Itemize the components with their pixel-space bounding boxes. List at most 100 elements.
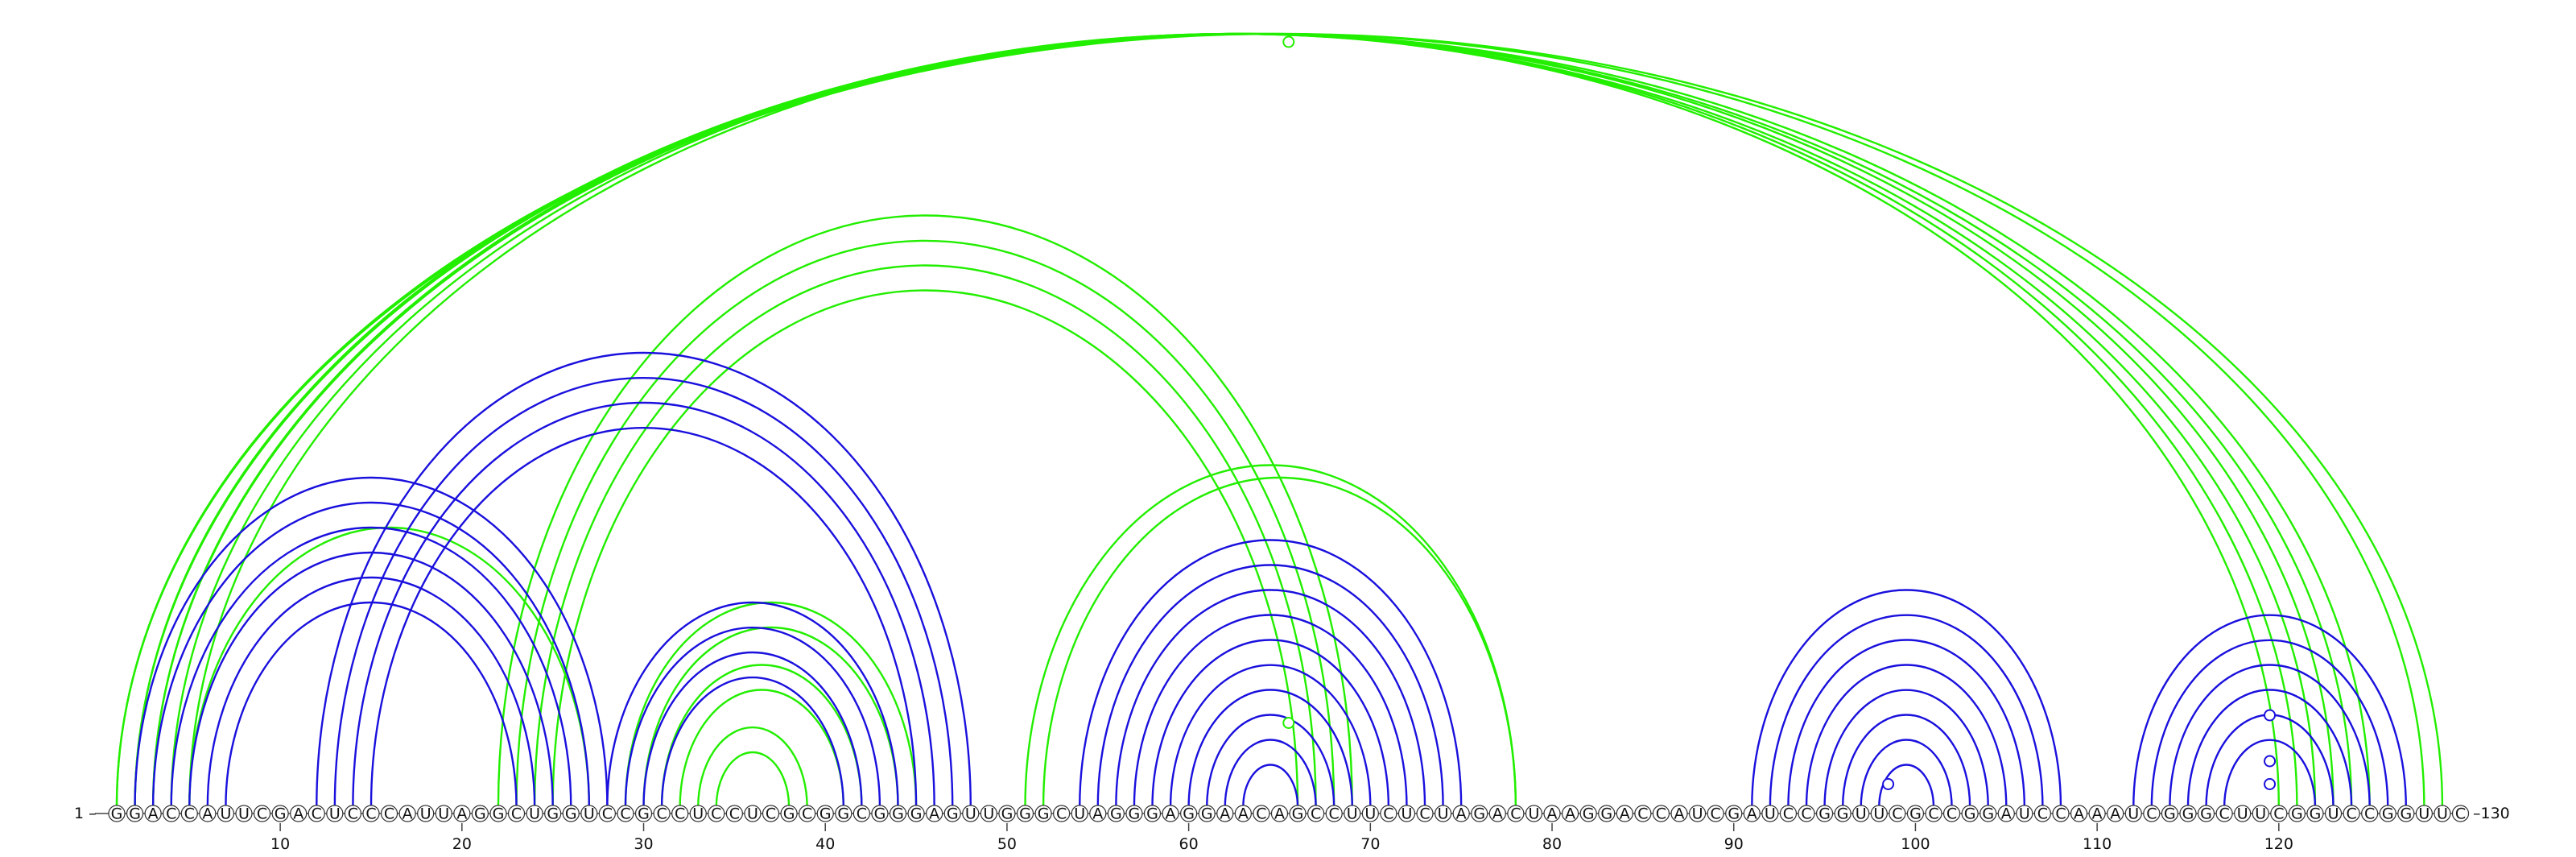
nucleotide-circle <box>380 805 398 822</box>
arc-green-32-41 <box>679 689 844 808</box>
nucleotide: U <box>1397 805 1416 823</box>
nucleotide-letter: C <box>348 805 358 823</box>
nucleotide-letter: G <box>1600 805 1612 823</box>
nucleotide-letter: U <box>983 805 994 823</box>
nucleotide: G <box>544 805 562 823</box>
nucleotide: C <box>1380 805 1397 823</box>
nucleotide: C <box>762 805 780 823</box>
nucleotide-letter: G <box>892 805 904 823</box>
arc-green-1-128 <box>115 32 2425 808</box>
nucleotide-letter: G <box>474 805 486 823</box>
nucleotide: C <box>2361 805 2379 823</box>
nucleotide-circle <box>1397 805 1416 822</box>
arcs-layer <box>115 32 2444 808</box>
arc-blue-91-108 <box>1751 589 2062 808</box>
nucleotide: C <box>725 805 743 823</box>
nucleotide-circle <box>1870 805 1888 822</box>
nucleotide-letter: A <box>402 805 413 823</box>
nucleotide: G <box>489 805 507 823</box>
nucleotide: G <box>2379 805 2396 823</box>
nucleotide-letter: U <box>1364 805 1376 823</box>
nucleotide-circle <box>1053 805 1071 822</box>
arc-blue-3-27 <box>151 501 591 808</box>
nucleotide: U <box>1852 805 1870 823</box>
nucleotide: U <box>417 805 435 823</box>
nucleotide-letter: C <box>2146 805 2157 823</box>
nucleotide: A <box>2107 805 2124 823</box>
nucleotide-letter: C <box>1928 805 1938 823</box>
nucleotide-circle <box>2070 805 2088 822</box>
nucleotide-circle <box>108 805 126 822</box>
nucleotide: C <box>308 805 325 823</box>
nucleotide-circle <box>708 805 725 822</box>
arc-marker <box>2264 755 2277 768</box>
nucleotide-letter: G <box>1183 805 1195 823</box>
nucleotide-letter: U <box>1074 805 1085 823</box>
nucleotide-letter: U <box>2237 805 2248 823</box>
nucleotide: G <box>126 805 144 823</box>
arc-green-23-68 <box>515 239 1335 808</box>
nucleotide-letter: C <box>1256 805 1266 823</box>
nucleotide-letter: C <box>384 805 394 823</box>
nucleotide: G <box>108 805 126 823</box>
arc-blue-92-107 <box>1769 614 2044 808</box>
nucleotide-circle <box>2324 805 2343 822</box>
nucleotide-letter: G <box>2382 805 2394 823</box>
nucleotide: G <box>2397 805 2415 823</box>
nucleotide-circle <box>1234 805 1252 822</box>
nucleotide-circle <box>1925 805 1942 822</box>
nucleotide-letter: G <box>275 805 287 823</box>
nucleotide-letter: G <box>2164 805 2176 823</box>
arc-blue-12-48 <box>316 351 972 808</box>
nucleotide-letter: G <box>837 805 849 823</box>
nucleotide: A <box>398 805 416 823</box>
nucleotide-letter: U <box>2418 805 2429 823</box>
arc-blue-93-106 <box>1787 639 2026 808</box>
nucleotide-circle <box>290 805 308 822</box>
arc-blue-2-28 <box>134 476 609 808</box>
nucleotide: C <box>507 805 526 823</box>
nucleotide-letter: U <box>1402 805 1413 823</box>
nucleotide-letter: G <box>819 805 832 823</box>
nucleotide-letter: U <box>1347 805 1358 823</box>
nucleotide: C <box>1942 805 1961 823</box>
nucleotide: C <box>344 805 362 823</box>
nucleotide-letter: U <box>2437 805 2448 823</box>
nucleotide: C <box>2052 805 2070 823</box>
nucleotide-circle <box>326 805 344 822</box>
tick-label: 50 <box>997 835 1017 853</box>
nucleotide-letter: U <box>420 805 431 823</box>
nucleotide-circle <box>253 805 271 822</box>
arc-green-30-44 <box>642 626 899 808</box>
nucleotide-circle <box>1180 805 1198 822</box>
nucleotide-circle <box>1452 805 1470 822</box>
nucleotide-circle <box>1471 805 1488 822</box>
nucleotide-circle <box>871 805 889 822</box>
nucleotide-circle <box>2088 805 2106 822</box>
nucleotide-letter: G <box>1001 805 1013 823</box>
nucleotide: G <box>816 805 834 823</box>
arc-blue-114-125 <box>2169 664 2371 808</box>
nucleotide: C <box>163 805 180 823</box>
nucleotide-letter: G <box>1964 805 1976 823</box>
nucleotide: G <box>271 805 289 823</box>
nucleotide-circle <box>998 805 1016 822</box>
nucleotide: U <box>2434 805 2451 823</box>
nucleotide: A <box>453 805 471 823</box>
nucleotide: C <box>1925 805 1942 823</box>
nucleotide-letter: G <box>1201 805 1213 823</box>
nucleotide: G <box>1961 805 1979 823</box>
nucleotide: G <box>1016 805 1034 823</box>
nucleotide-letter: C <box>1383 805 1393 823</box>
arc-green-5-27 <box>188 526 591 808</box>
nucleotide-letter: A <box>1220 805 1230 823</box>
nucleotide-circle <box>1525 805 1543 822</box>
nucleotide: C <box>1779 805 1798 823</box>
nucleotide-circle <box>1416 805 1434 822</box>
nucleotide-circle <box>1143 805 1162 822</box>
nucleotide: U <box>2234 805 2252 823</box>
arc-blue-56-73 <box>1115 589 1426 808</box>
nucleotide: C <box>1798 805 1815 823</box>
nucleotide-letter: U <box>692 805 704 823</box>
nucleotide: U <box>962 805 980 823</box>
